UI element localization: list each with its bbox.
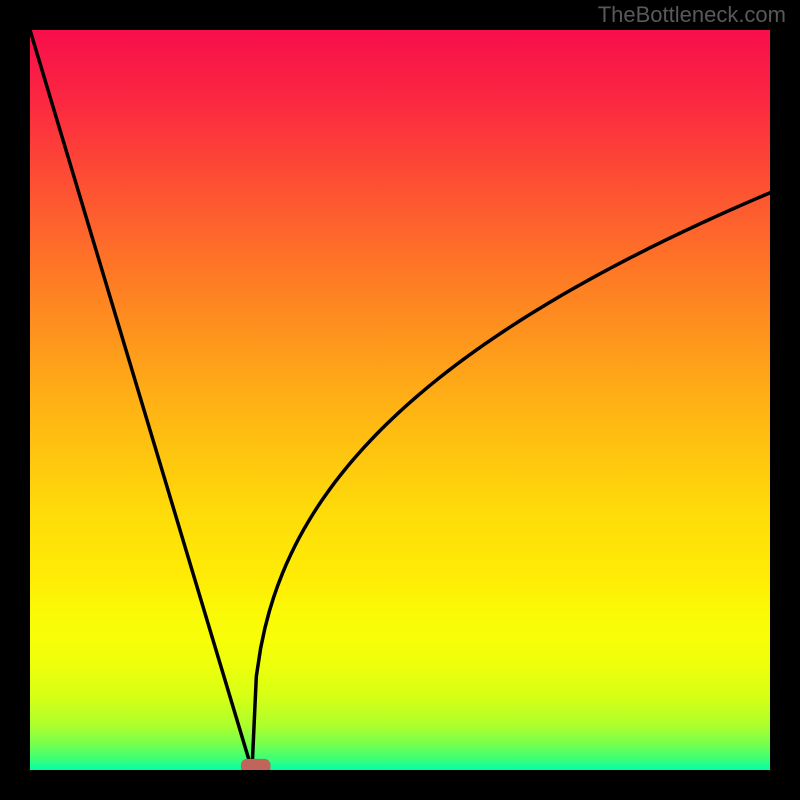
chart-container: TheBottleneck.com — [0, 0, 800, 800]
optimum-marker — [241, 759, 271, 770]
watermark-text: TheBottleneck.com — [598, 2, 786, 28]
plot-area — [30, 30, 770, 770]
curve-plot — [30, 30, 770, 770]
bottleneck-curve — [30, 30, 770, 770]
